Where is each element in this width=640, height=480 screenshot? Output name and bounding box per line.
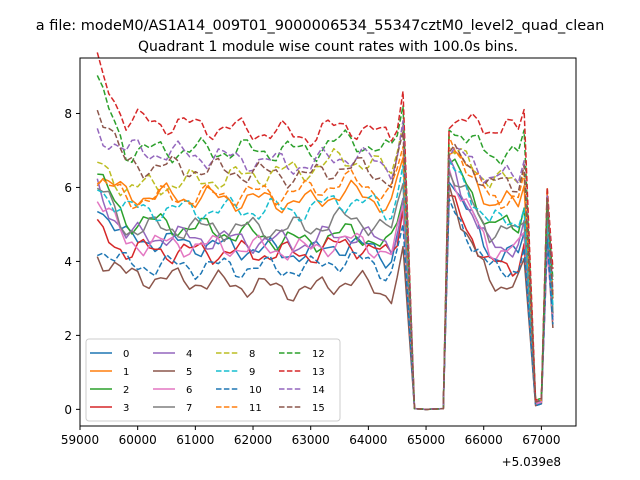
x-tick-label: 59000 — [61, 433, 99, 447]
legend-label-11: 11 — [249, 403, 262, 414]
legend-label-12: 12 — [312, 349, 325, 360]
series-layer — [96, 52, 554, 411]
x-tick-label: 60000 — [119, 433, 157, 447]
series-line-13 — [96, 52, 554, 411]
legend-label-10: 10 — [249, 385, 262, 396]
legend-label-15: 15 — [312, 403, 325, 414]
x-offset-label: +5.039e8 — [502, 455, 561, 469]
legend-label-1: 1 — [123, 367, 129, 378]
y-tick-label: 2 — [64, 329, 72, 343]
legend-label-5: 5 — [186, 367, 192, 378]
legend-box — [85, 338, 341, 422]
legend-label-4: 4 — [186, 349, 192, 360]
series-line-10 — [97, 198, 554, 411]
series-line-14 — [96, 120, 554, 411]
axes-frame — [79, 57, 577, 427]
series-line-11 — [96, 135, 554, 411]
x-tick-label: 65000 — [407, 433, 445, 447]
legend-label-14: 14 — [312, 385, 325, 396]
y-tick-label: 0 — [64, 403, 72, 417]
series-line-5 — [96, 184, 554, 411]
x-tick-label: 63000 — [292, 433, 330, 447]
legend-label-6: 6 — [186, 385, 192, 396]
legend-label-3: 3 — [123, 403, 129, 414]
series-line-9 — [96, 159, 554, 411]
y-tick-label: 8 — [64, 107, 72, 121]
series-line-15 — [96, 109, 554, 411]
legend-label-7: 7 — [186, 403, 192, 414]
series-line-7 — [96, 171, 554, 411]
x-tick-label: 62000 — [234, 433, 272, 447]
series-line-2 — [97, 158, 554, 411]
x-tick-label: 67000 — [522, 433, 560, 447]
axes-layer: 59000 60000 61000 62000 63000 64000 65000 66000… — [61, 57, 577, 447]
chart-title: Quadrant 1 module wise count rates with … — [138, 39, 518, 55]
legend-label-9: 9 — [249, 367, 255, 378]
x-tick-label: 61000 — [176, 433, 214, 447]
plot-area: 59000 60000 61000 62000 63000 64000 65000 66000… — [61, 52, 577, 447]
series-line-8 — [97, 123, 554, 411]
y-tick-label: 4 — [64, 255, 72, 269]
x-tick-label: 66000 — [465, 433, 503, 447]
legend-label-8: 8 — [249, 349, 255, 360]
figure-suptitle: a file: modeM0/AS1A14_009T01_9000006534_… — [36, 18, 605, 34]
legend-label-13: 13 — [312, 367, 325, 378]
y-tick-label: 6 — [64, 181, 72, 195]
series-line-6 — [96, 167, 554, 411]
legend-label-0: 0 — [123, 349, 129, 360]
series-line-12 — [96, 75, 554, 411]
x-tick-label: 64000 — [349, 433, 387, 447]
legend-label-2: 2 — [123, 385, 129, 396]
